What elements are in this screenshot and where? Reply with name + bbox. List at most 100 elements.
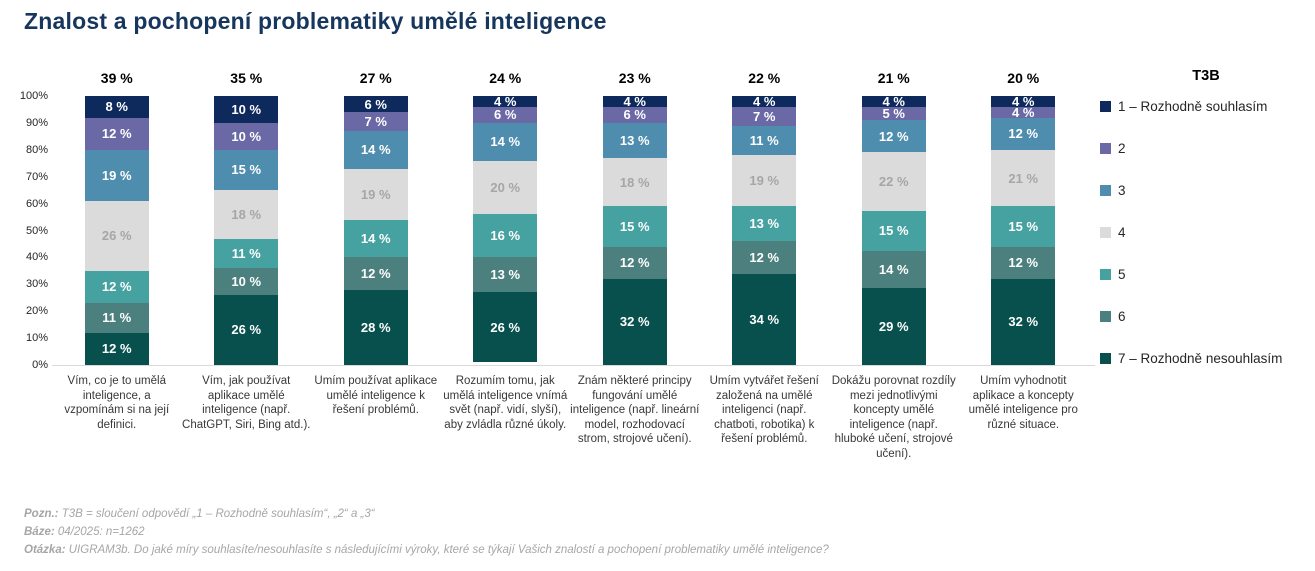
segment-value-label: 12 % <box>878 128 909 144</box>
segment-value-label: 34 % <box>749 311 780 327</box>
bar-segment: 12 % <box>861 120 926 152</box>
segment-value-label: 19 % <box>749 173 780 189</box>
segment-value-label: 26 % <box>490 319 521 335</box>
segment-value-label: 4 % <box>494 93 517 109</box>
segment-value-label: 4 % <box>1012 104 1035 120</box>
bar-segment: 29 % <box>861 287 926 365</box>
category-label: Umím vytvářet řešení založená na umělé i… <box>709 375 819 446</box>
legend-label: 3 <box>1118 183 1126 198</box>
segment-value-label: 20 % <box>490 179 521 195</box>
segment-value-label: 6 % <box>494 107 517 123</box>
segment-value-label: 6 % <box>364 96 387 112</box>
legend-swatch <box>1100 227 1111 238</box>
legend-item: 7 – Rozhodně nesouhlasím <box>1100 350 1312 367</box>
segment-value-label: 26 % <box>231 322 262 338</box>
legend-title: T3B <box>1192 68 1220 84</box>
footer-note-line: Pozn.: T3B = sloučení odpovědí „1 – Rozh… <box>24 505 829 523</box>
segment-value-label: 12 % <box>101 126 132 142</box>
category-label: Umím vyhodnotit aplikace a koncepty uměl… <box>968 375 1078 431</box>
bar-segment: 32 % <box>991 278 1056 365</box>
bar-segment: 4 % <box>861 95 926 108</box>
segment-value-label: 32 % <box>619 314 650 330</box>
bar-segment: 19 % <box>84 149 149 201</box>
t3b-value: 22 % <box>748 70 781 86</box>
y-axis-tick-label: 40% <box>25 251 48 264</box>
legend-label: 4 <box>1118 225 1126 240</box>
segment-value-label: 11 % <box>102 310 132 326</box>
legend-label: 7 – Rozhodně nesouhlasím <box>1118 351 1283 366</box>
bar-segment: 11 % <box>732 125 797 156</box>
x-axis-line <box>52 365 1095 366</box>
legend-item: 5 <box>1100 266 1312 283</box>
bar-column: 24 % 4 % 6 % 14 % 20 % 16 % 13 % 26 % Rozumím to… <box>441 70 571 431</box>
segment-value-label: 10 % <box>231 101 262 117</box>
bar-segment: 5 % <box>861 106 926 121</box>
bar-segment: 12 % <box>991 246 1056 279</box>
bar-segment: 14 % <box>343 130 408 169</box>
bar-segment: 14 % <box>473 122 538 161</box>
t3b-value: 23 % <box>618 70 651 86</box>
bar-segment: 12 % <box>84 117 149 150</box>
segment-value-label: 7 % <box>364 114 387 130</box>
stacked-bar: 4 % 6 % 13 % 18 % 15 % 12 % 32 % <box>602 95 667 365</box>
legend-item: 1 – Rozhodně souhlasím <box>1100 98 1312 115</box>
segment-value-label: 15 % <box>619 218 650 234</box>
legend-item: 4 <box>1100 224 1312 241</box>
segment-value-label: 32 % <box>1008 314 1039 330</box>
segment-value-label: 11 % <box>231 245 261 261</box>
question-text: UIGRAM3b. Do jaké míry souhlasíte/nesouh… <box>68 544 829 556</box>
stacked-bar: 8 % 12 % 19 % 26 % 12 % 11 % 12 % <box>84 96 149 365</box>
legend-swatch <box>1100 185 1111 196</box>
segment-value-label: 12 % <box>1008 126 1039 142</box>
bar-segment: 10 % <box>214 96 279 123</box>
segment-value-label: 15 % <box>231 162 262 178</box>
note-label: Pozn.: <box>24 508 59 520</box>
segment-value-label: 14 % <box>490 134 521 150</box>
bar-segment: 15 % <box>214 149 279 191</box>
bar-column: 21 % 4 % 5 % 12 % 22 % 15 % 14 % 29 % Dokážu por… <box>829 70 959 460</box>
segment-value-label: 7 % <box>753 108 776 124</box>
segment-value-label: 28 % <box>360 319 391 335</box>
bar-column: 35 % 10 % 10 % 15 % 18 % 11 % 10 % 26 % Vím, jak… <box>182 70 312 431</box>
segment-value-label: 8 % <box>105 99 128 115</box>
legend-items: 1 – Rozhodně souhlasím 2 3 4 5 6 7 – Rozhodně … <box>1100 98 1312 367</box>
t3b-value: 24 % <box>489 70 522 86</box>
chart-legend: T3B 1 – Rozhodně souhlasím 2 3 4 5 6 7 – Rozho… <box>1100 68 1312 392</box>
bar-segment: 15 % <box>991 206 1056 247</box>
bar-segment: 7 % <box>732 106 797 126</box>
bar-segment: 21 % <box>991 149 1056 207</box>
segment-value-label: 10 % <box>231 128 262 144</box>
legend-label: 6 <box>1118 309 1126 324</box>
t3b-value: 27 % <box>359 70 392 86</box>
y-axis-tick-label: 50% <box>25 224 48 237</box>
bar-segment: 26 % <box>473 292 538 363</box>
segment-value-label: 10 % <box>231 274 262 290</box>
segment-value-label: 29 % <box>878 318 909 334</box>
segment-value-label: 14 % <box>360 231 391 247</box>
segment-value-label: 12 % <box>101 341 132 357</box>
legend-label: 2 <box>1118 141 1126 156</box>
bar-segment: 26 % <box>214 295 279 365</box>
bar-segment: 6 % <box>343 96 408 113</box>
question-label: Otázka: <box>24 544 66 556</box>
bar-column: 23 % 4 % 6 % 13 % 18 % 15 % 12 % 32 % Znám někte… <box>570 70 700 445</box>
bar-segment: 20 % <box>473 160 538 215</box>
bar-segment: 7 % <box>343 112 408 131</box>
stacked-bar: 4 % 7 % 11 % 19 % 13 % 12 % 34 % <box>732 95 797 365</box>
bar-segment: 26 % <box>84 200 149 271</box>
bar-segment: 18 % <box>602 157 667 207</box>
bar-segment: 10 % <box>214 122 279 150</box>
base-label: Báze: <box>24 526 55 538</box>
segment-value-label: 12 % <box>619 255 650 271</box>
bar-column: 27 % 6 % 7 % 14 % 19 % 14 % 12 % 28 % Umím použí… <box>311 70 441 416</box>
stacked-bar: 10 % 10 % 15 % 18 % 11 % 10 % 26 % <box>214 96 279 365</box>
category-label: Dokážu porovnat rozdíly mezi jednotlivým… <box>831 375 956 460</box>
stacked-bar: 6 % 7 % 14 % 19 % 14 % 12 % 28 % <box>343 96 408 365</box>
category-label: Znám některé principy fungování umělé in… <box>570 375 700 446</box>
segment-value-label: 13 % <box>619 132 650 148</box>
segment-value-label: 12 % <box>101 279 132 295</box>
category-label: Vím, jak používat aplikace umělé intelig… <box>182 375 311 431</box>
y-axis-tick-label: 0% <box>32 359 48 371</box>
bar-column: 20 % 4 % 4 % 12 % 21 % 15 % 12 % 32 % Umím vyhod… <box>959 70 1089 431</box>
